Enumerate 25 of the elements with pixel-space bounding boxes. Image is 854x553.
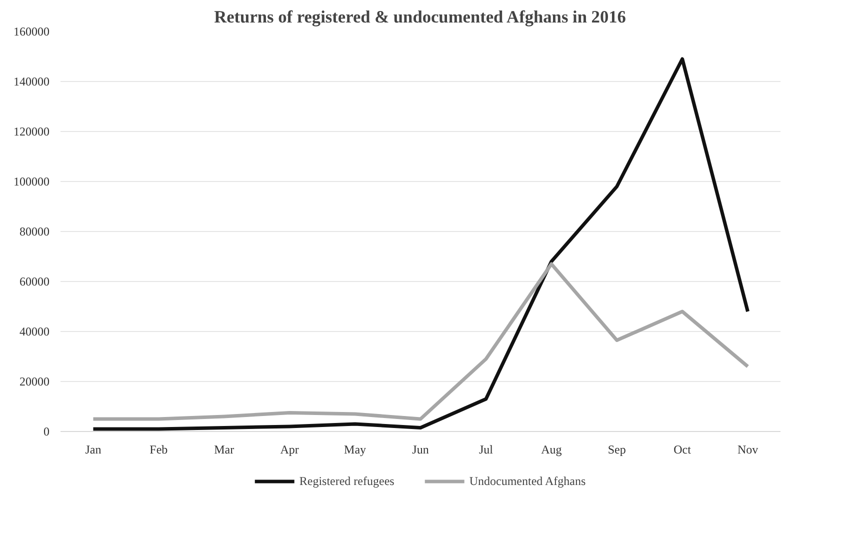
x-tick-label: May: [344, 442, 366, 456]
legend-label: Registered refugees: [299, 474, 394, 488]
y-tick-label: 0: [44, 424, 50, 438]
x-tick-label: Feb: [150, 442, 168, 456]
x-tick-label: Aug: [541, 442, 562, 456]
y-tick-label: 140000: [14, 74, 50, 88]
x-tick-label: Mar: [214, 442, 234, 456]
chart-title: Returns of registered & undocumented Afghans in 2016: [214, 8, 626, 26]
y-tick-label: 60000: [20, 274, 50, 288]
line-series: [91, 57, 750, 431]
x-tick-label: Jan: [85, 442, 102, 456]
x-tick-label: Oct: [674, 442, 692, 456]
y-tick-label: 80000: [20, 224, 50, 238]
y-tick-label: 20000: [20, 374, 50, 388]
legend-label: Undocumented Afghans: [469, 474, 586, 488]
x-tick-label: Sep: [608, 442, 626, 456]
y-tick-label: 100000: [14, 174, 50, 188]
x-tick-label: Jun: [412, 442, 429, 456]
line-series: [91, 262, 750, 421]
y-tick-label: 40000: [20, 324, 50, 338]
x-tick-label: Nov: [737, 442, 758, 456]
x-tick-label: Apr: [280, 442, 299, 456]
x-tick-label: Jul: [478, 442, 494, 456]
y-tick-label: 160000: [14, 24, 50, 38]
y-tick-label: 120000: [14, 124, 50, 138]
